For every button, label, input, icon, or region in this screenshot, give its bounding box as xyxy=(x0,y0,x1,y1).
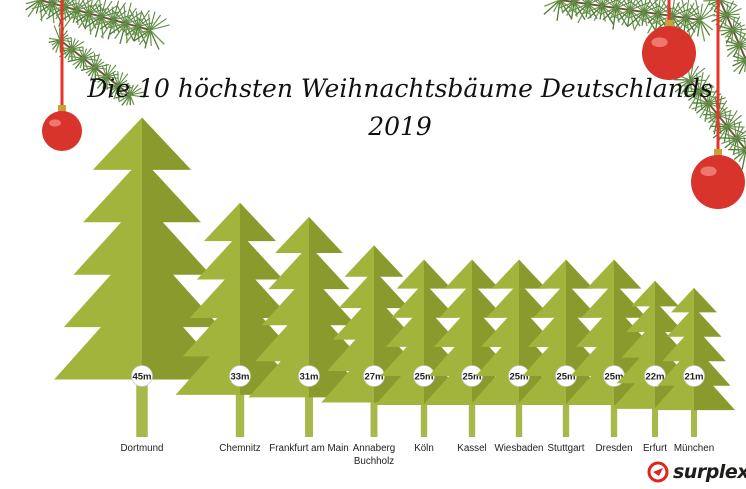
tree-tier-right xyxy=(374,245,404,276)
tree-tier-right xyxy=(519,260,546,289)
tree-tier-right xyxy=(566,260,593,289)
surplex-logo-icon xyxy=(647,461,669,483)
tree-tier-left xyxy=(671,288,694,312)
tree-tier-right xyxy=(655,281,679,307)
value-label: 21m xyxy=(684,372,703,383)
tree-trunk xyxy=(305,395,313,437)
value-label: 25m xyxy=(556,372,575,383)
tree-trunk xyxy=(236,393,244,437)
tree-trunk xyxy=(469,403,475,437)
pine-branch-top-left xyxy=(26,0,170,49)
tree-tier-left xyxy=(344,245,374,276)
category-label: Dortmund xyxy=(120,443,163,454)
tree-tier-right xyxy=(694,288,717,312)
tree-trunk xyxy=(652,407,658,437)
tree-tier-left xyxy=(204,203,240,241)
surplex-logo: surplex xyxy=(647,460,746,484)
tree-trunk xyxy=(421,403,427,437)
tree-tier-right xyxy=(424,260,451,289)
category-label: Köln xyxy=(414,443,434,454)
tree-tier-left xyxy=(492,260,519,289)
tree-trunk xyxy=(516,403,522,437)
tree-tier-right xyxy=(472,260,499,289)
value-label: 25m xyxy=(414,372,433,383)
value-label: 22m xyxy=(645,372,664,383)
category-label: Annaberg xyxy=(353,443,396,454)
tree-bars: 45m Dortmund 33m Chemnitz 31m Frankfurt am Ma… xyxy=(54,118,735,468)
tree-tier-right xyxy=(309,217,343,253)
category-label: München xyxy=(674,443,714,454)
tree-tier-left xyxy=(275,217,309,253)
category-label: Dresden xyxy=(595,443,632,454)
category-label: Erfurt xyxy=(643,443,667,454)
category-label: Stuttgart xyxy=(547,443,584,454)
value-label: 33m xyxy=(230,372,249,383)
chart-subtitle-year: 2019 xyxy=(0,112,746,141)
tree-tier-right xyxy=(614,260,641,289)
chart-title: Die 10 höchsten Weihnachtsbäume Deutschl… xyxy=(0,74,746,103)
brand-name: surplex xyxy=(673,461,746,483)
tree-tier-left xyxy=(445,260,472,289)
value-label: 45m xyxy=(132,372,151,383)
category-label: Frankfurt am Main xyxy=(269,443,349,454)
value-label: 31m xyxy=(299,372,318,383)
value-label: 27m xyxy=(364,372,383,383)
tree-tier-right xyxy=(240,203,276,241)
tree-tier-left xyxy=(539,260,566,289)
tree-tier-left xyxy=(587,260,614,289)
tree-trunk xyxy=(691,408,697,437)
tree-trunk xyxy=(563,403,569,437)
category-label: Buchholz xyxy=(354,456,394,467)
category-label: Chemnitz xyxy=(219,443,260,454)
category-label: Wiesbaden xyxy=(494,443,543,454)
category-label: Kassel xyxy=(457,443,486,454)
tree-trunk xyxy=(371,400,378,437)
